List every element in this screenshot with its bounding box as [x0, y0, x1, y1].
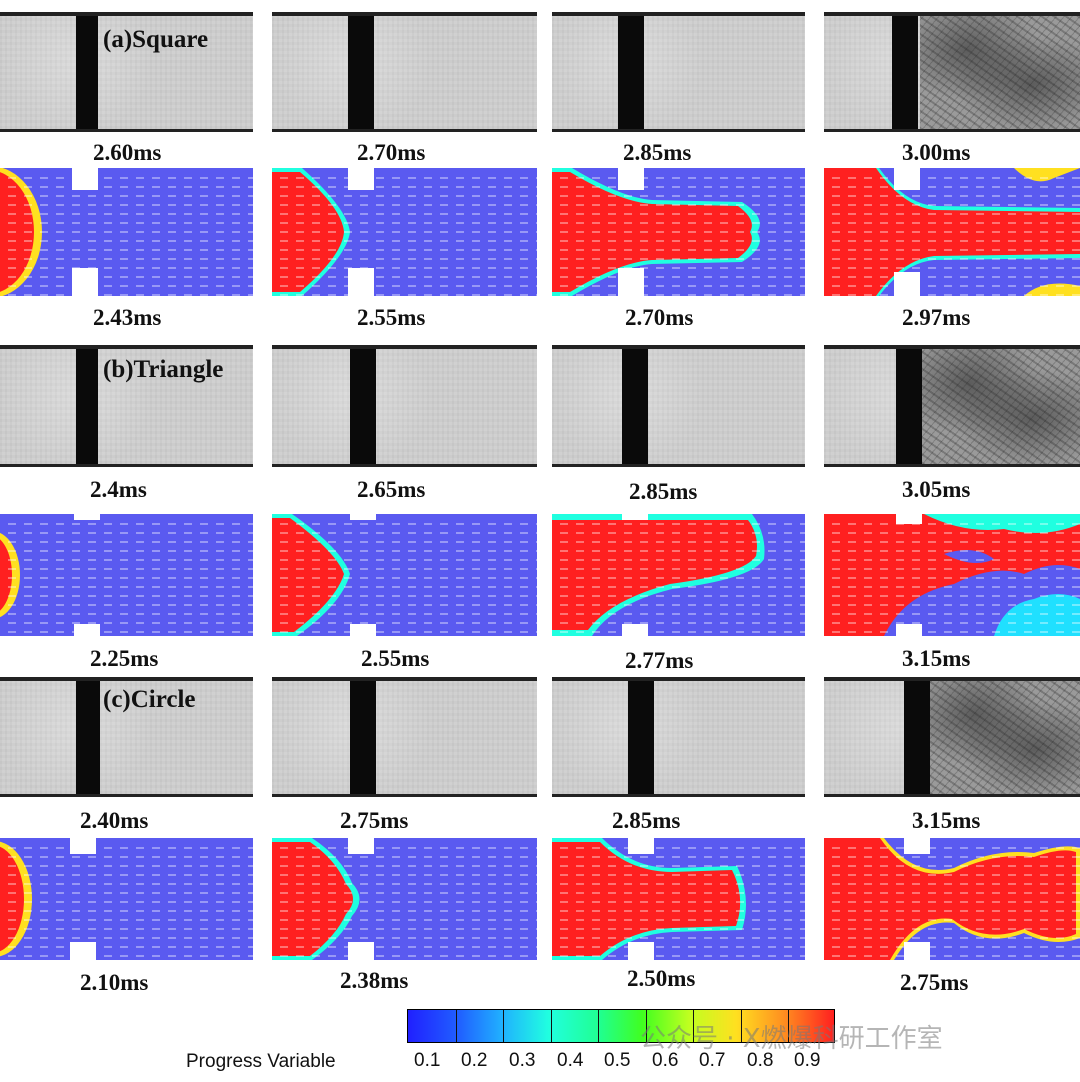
exp-frame-a4: [824, 12, 1080, 132]
colorbar-tick-0.4: 0.4: [557, 1050, 584, 1071]
exp-frame-a3: [552, 12, 805, 132]
exp-time-c3: 2.85ms: [612, 808, 681, 833]
exp-frame-c1: [0, 677, 253, 797]
sim-time-c2: 2.38ms: [340, 968, 409, 993]
exp-time-b2: 2.65ms: [357, 477, 426, 502]
colorbar-tick-0.6: 0.6: [652, 1050, 679, 1071]
exp-time-a4: 3.00ms: [902, 140, 971, 165]
exp-frame-c2: [272, 677, 537, 797]
sim-time-b2: 2.55ms: [361, 646, 430, 671]
exp-frame-b2: [272, 345, 537, 467]
sim-time-c1: 2.10ms: [80, 970, 149, 995]
sim-frame-c4: [824, 838, 1080, 960]
exp-time-b4: 3.05ms: [902, 477, 971, 502]
sim-time-c4: 2.75ms: [900, 970, 969, 995]
colorbar-tick-0.8: 0.8: [747, 1050, 774, 1071]
exp-time-a1: 2.60ms: [93, 140, 162, 165]
sim-frame-c2: [272, 838, 537, 960]
colorbar-title: Progress Variable: [186, 1051, 336, 1072]
exp-frame-b3: [552, 345, 805, 467]
sim-time-b1: 2.25ms: [90, 646, 159, 671]
sim-frame-c1: [0, 838, 253, 960]
sim-frame-b2: [272, 514, 537, 636]
colorbar-tick-0.5: 0.5: [604, 1050, 631, 1071]
exp-time-a3: 2.85ms: [623, 140, 692, 165]
colorbar-tick-0.9: 0.9: [794, 1050, 821, 1071]
colorbar: [407, 1009, 835, 1043]
exp-frame-b1: [0, 345, 253, 467]
sim-time-b3: 2.77ms: [625, 648, 694, 673]
sim-frame-a3: [552, 168, 805, 296]
sim-time-a1: 2.43ms: [93, 305, 162, 330]
sim-frame-a4: [824, 168, 1080, 296]
exp-frame-c4: [824, 677, 1080, 797]
colorbar-tick-0.2: 0.2: [461, 1050, 488, 1071]
sim-frame-b4: [824, 514, 1080, 636]
watermark-text: 公众号 · X燃爆科研工作室: [640, 1024, 943, 1054]
exp-frame-a1: [0, 12, 253, 132]
sim-time-b4: 3.15ms: [902, 646, 971, 671]
sim-frame-a2: [272, 168, 537, 296]
case-label-square: (a)Square: [103, 26, 209, 53]
sim-time-a2: 2.55ms: [357, 305, 426, 330]
colorbar-tick-0.3: 0.3: [509, 1050, 536, 1071]
sim-frame-b3: [552, 514, 805, 636]
exp-time-a2: 2.70ms: [357, 140, 426, 165]
sim-frame-c3: [552, 838, 805, 960]
case-label-triangle: (b)Triangle: [103, 356, 224, 383]
colorbar-tick-0.7: 0.7: [699, 1050, 726, 1071]
exp-time-c2: 2.75ms: [340, 808, 409, 833]
sim-frame-a1: [0, 168, 253, 296]
exp-time-c4: 3.15ms: [912, 808, 981, 833]
case-label-circle: (c)Circle: [103, 686, 196, 713]
colorbar-tick-0.1: 0.1: [414, 1050, 441, 1071]
sim-frame-b1: [0, 514, 253, 636]
exp-time-b3: 2.85ms: [629, 479, 698, 504]
exp-time-c1: 2.40ms: [80, 808, 149, 833]
sim-time-a3: 2.70ms: [625, 305, 694, 330]
exp-frame-a2: [272, 12, 537, 132]
exp-time-b1: 2.4ms: [90, 477, 147, 502]
exp-frame-b4: [824, 345, 1080, 467]
sim-time-a4: 2.97ms: [902, 305, 971, 330]
exp-frame-c3: [552, 677, 805, 797]
sim-time-c3: 2.50ms: [627, 966, 696, 991]
